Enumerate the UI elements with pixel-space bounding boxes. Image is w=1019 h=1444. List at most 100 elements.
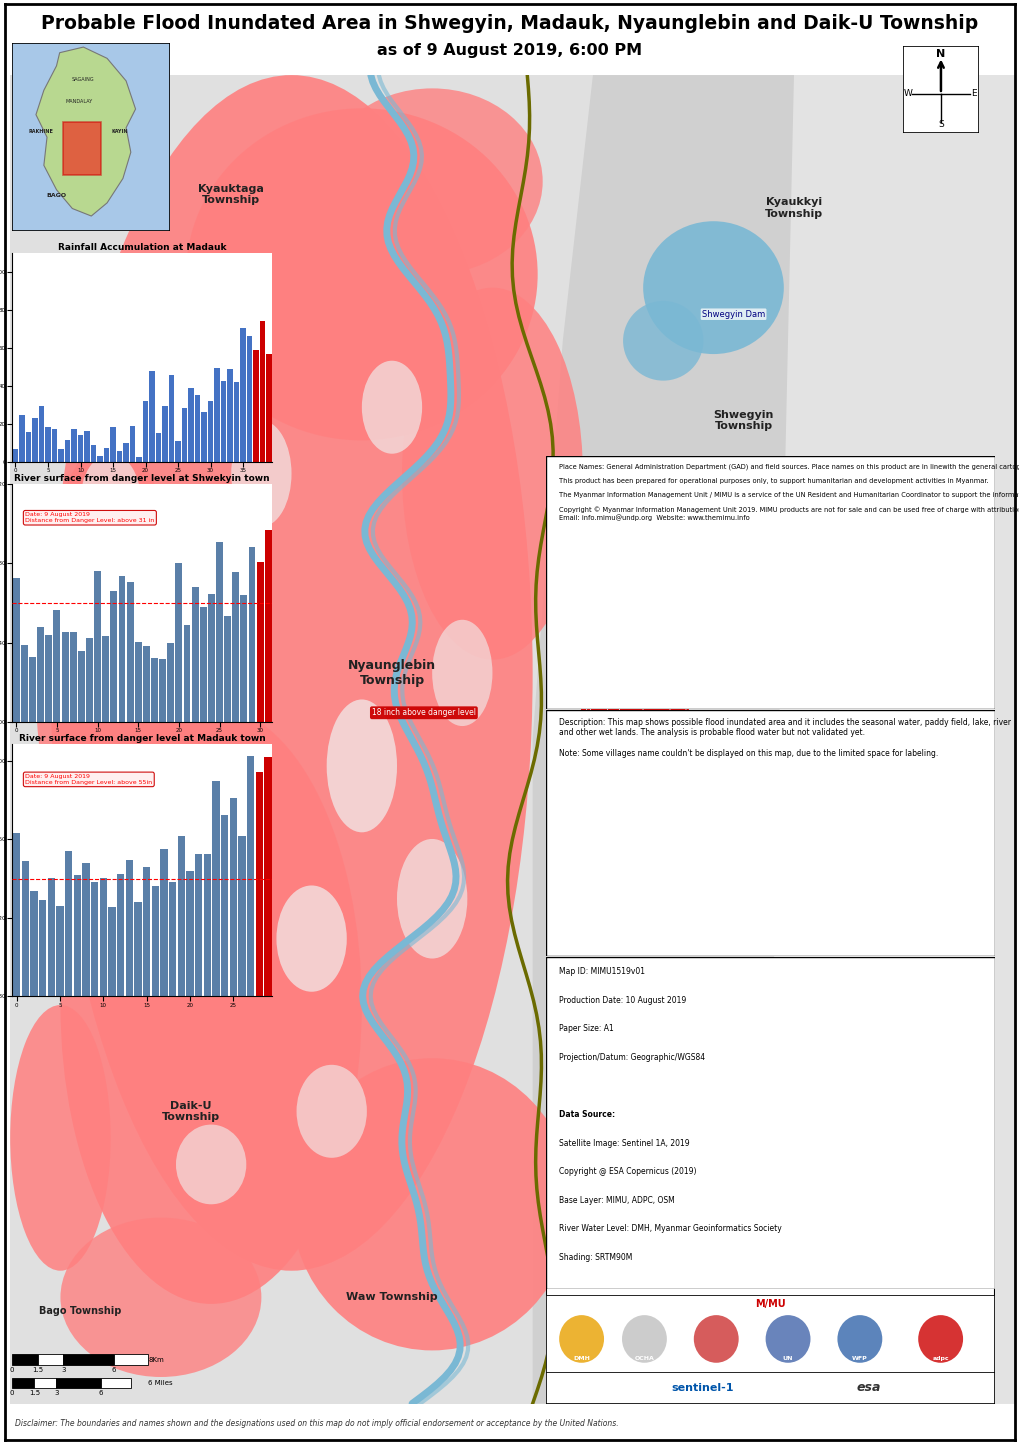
Text: Disclaimer: The boundaries and names shown and the designations used on this map: Disclaimer: The boundaries and names sho… [15,1419,619,1428]
Bar [117,874,124,996]
Bar [12,449,18,462]
Ellipse shape [321,88,542,274]
Bar [159,658,166,722]
Bar [212,781,219,996]
Text: Settlement: Settlement [594,1180,649,1188]
Bar [265,530,271,722]
Ellipse shape [362,361,422,453]
Text: Nyaunglebin
Township: Nyaunglebin Township [347,658,435,687]
Text: esa: esa [856,1380,880,1395]
Bar [162,406,168,462]
Text: Road: Road [837,1139,861,1149]
Bar [224,617,231,722]
Bar [229,797,236,996]
Bar [104,449,109,462]
Text: M/MU: M/MU [754,1300,785,1310]
Bar [19,416,24,462]
Text: Shwegyin
Township: Shwegyin Township [712,410,773,432]
Ellipse shape [36,440,185,905]
Bar [247,755,254,996]
Bar [143,401,148,462]
Bar [63,123,101,175]
Bar [183,625,191,722]
Text: Description: This map shows possible flood inundated area and it includes the se: Description: This map shows possible flo… [558,718,1010,758]
Bar [45,427,51,462]
Bar [208,593,215,722]
Bar [247,336,252,462]
Text: Daik-U
Township: Daik-U Township [162,1100,220,1122]
Bar [156,433,161,462]
Text: Copyright @ ESA Copernicus (2019): Copyright @ ESA Copernicus (2019) [558,1167,696,1177]
Text: as of 9 August 2019, 6:00 PM: as of 9 August 2019, 6:00 PM [377,43,642,58]
Bar [64,440,70,462]
FancyBboxPatch shape [552,1219,597,1242]
Bar [189,388,194,462]
Bar [143,866,150,996]
Bar [71,429,76,462]
Text: UN: UN [782,1356,793,1362]
Bar [143,645,150,722]
Text: W: W [903,90,912,98]
Bar [125,861,132,996]
Bar [91,445,96,462]
Ellipse shape [276,885,346,992]
Bar [233,383,239,462]
Bar [56,907,63,996]
Bar [97,456,103,462]
Bar [181,407,187,462]
Text: Permanent Water: Permanent Water [608,1225,693,1235]
Bar [21,861,29,996]
Text: Base Layer: MIMU, ADPC, OSM: Base Layer: MIMU, ADPC, OSM [558,1196,675,1204]
Bar [52,429,57,462]
Bar [35,1378,56,1388]
Title: Rainfall Accumulation at Madauk: Rainfall Accumulation at Madauk [58,243,226,251]
Bar [110,591,117,722]
Bar [63,1354,114,1365]
Bar [266,354,272,462]
Bar [53,609,60,722]
Ellipse shape [50,75,532,1271]
Text: Place Names: General Administration Department (GAD) and field sources. Place na: Place Names: General Administration Depa… [558,464,1019,521]
Bar [257,562,263,722]
Text: 18 inch above danger level: 18 inch above danger level [372,708,476,718]
Bar [83,864,90,996]
Bar [264,757,271,996]
Text: 1.5: 1.5 [29,1391,40,1396]
Bar [86,638,93,722]
Bar [73,875,81,996]
Bar [33,419,38,462]
Bar [253,349,259,462]
Bar [232,572,239,722]
Bar [102,637,109,722]
Bar [160,849,167,996]
Text: Projection/Datum: Geographic/WGS84: Projection/Datum: Geographic/WGS84 [558,1053,704,1061]
Ellipse shape [191,553,271,713]
Text: 8Km: 8Km [148,1357,164,1363]
Bar [175,442,180,462]
Bar [126,582,133,722]
Ellipse shape [917,1315,962,1363]
Ellipse shape [185,108,537,440]
Bar [118,576,125,722]
Bar [240,595,247,722]
Ellipse shape [558,1315,603,1363]
Text: Production Date: 10 August 2019: Production Date: 10 August 2019 [558,996,686,1005]
Bar [101,1378,131,1388]
Ellipse shape [765,1315,810,1363]
Text: Other Road: Other Road [837,1180,892,1188]
Text: Probable Flood Water (9 August 2019): Probable Flood Water (9 August 2019) [608,1264,794,1274]
Bar [168,374,174,462]
Bar [30,657,36,722]
Text: DMH: DMH [573,1356,589,1362]
Ellipse shape [837,1315,881,1363]
Text: 0: 0 [10,1391,14,1396]
Bar [220,381,226,462]
Ellipse shape [60,1217,261,1378]
Ellipse shape [401,287,582,660]
FancyBboxPatch shape [552,1259,597,1281]
Ellipse shape [60,706,362,1304]
Text: 3: 3 [61,1367,65,1373]
Text: N: N [935,49,945,59]
Bar [56,1378,101,1388]
Bar [177,836,184,996]
